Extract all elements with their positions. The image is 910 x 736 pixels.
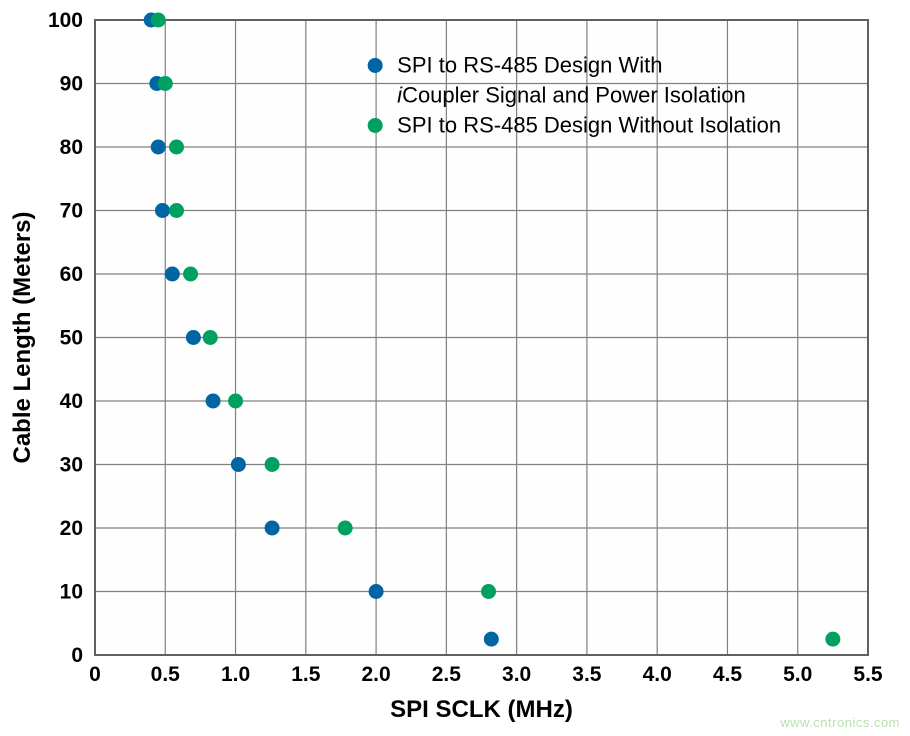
legend-label-with-isolation: SPI to RS-485 Design With: [397, 52, 662, 77]
x-tick-label: 3.0: [502, 663, 531, 686]
data-point-without-isolation: [825, 632, 840, 647]
data-point-without-isolation: [203, 330, 218, 345]
data-point-with-isolation: [265, 521, 280, 536]
data-point-with-isolation: [231, 457, 246, 472]
legend-label-with-isolation: iCoupler Signal and Power Isolation: [397, 82, 746, 107]
data-point-without-isolation: [158, 76, 173, 91]
x-axis-label: SPI SCLK (MHz): [390, 696, 573, 723]
data-point-with-isolation: [484, 632, 499, 647]
x-tick-label: 2.0: [361, 663, 390, 686]
legend-marker-without-isolation: [368, 118, 383, 133]
y-axis-label: Cable Length (Meters): [9, 211, 36, 463]
legend-marker-with-isolation: [368, 58, 383, 73]
data-point-with-isolation: [206, 394, 221, 409]
data-point-without-isolation: [265, 457, 280, 472]
x-tick-label: 0.5: [151, 663, 181, 686]
data-point-without-isolation: [481, 584, 496, 599]
data-point-with-isolation: [151, 140, 166, 155]
y-tick-label: 80: [60, 136, 83, 159]
data-point-with-isolation: [369, 584, 384, 599]
data-point-with-isolation: [165, 267, 180, 282]
x-tick-label: 0: [89, 663, 101, 686]
x-tick-label: 3.5: [572, 663, 602, 686]
x-tick-label: 4.0: [643, 663, 672, 686]
x-tick-label: 5.5: [853, 663, 883, 686]
y-tick-label: 60: [60, 263, 83, 286]
data-point-without-isolation: [183, 267, 198, 282]
data-point-with-isolation: [186, 330, 201, 345]
y-tick-label: 90: [60, 73, 83, 96]
y-tick-label: 20: [60, 517, 83, 540]
y-tick-label: 70: [60, 200, 83, 223]
x-tick-label: 1.0: [221, 663, 250, 686]
y-tick-label: 40: [60, 390, 83, 413]
chart-container: 0 0.5 1.0 1.5 2.0 2.5 3.0 3.5 4.0 4.5 5.0 5.5 0 10 20 3…: [0, 0, 910, 736]
data-point-without-isolation: [151, 13, 166, 28]
y-tick-label: 100: [48, 9, 83, 32]
y-tick-label: 10: [60, 581, 83, 604]
x-tick-label: 5.0: [783, 663, 812, 686]
data-point-without-isolation: [169, 203, 184, 218]
scatter-chart: 0 0.5 1.0 1.5 2.0 2.5 3.0 3.5 4.0 4.5 5.0 5.5 0 10 20 3…: [0, 0, 910, 736]
legend-label-without-isolation: SPI to RS-485 Design Without Isolation: [397, 112, 781, 137]
y-tick-label: 30: [60, 454, 83, 477]
x-tick-label: 1.5: [291, 663, 321, 686]
y-tick-label: 50: [60, 327, 83, 350]
watermark: www.cntronics.com: [780, 715, 900, 730]
data-point-without-isolation: [228, 394, 243, 409]
data-point-without-isolation: [169, 140, 184, 155]
x-tick-label: 4.5: [713, 663, 743, 686]
x-tick-label: 2.5: [432, 663, 462, 686]
y-tick-label: 0: [71, 644, 83, 667]
data-point-without-isolation: [338, 521, 353, 536]
data-point-with-isolation: [155, 203, 170, 218]
